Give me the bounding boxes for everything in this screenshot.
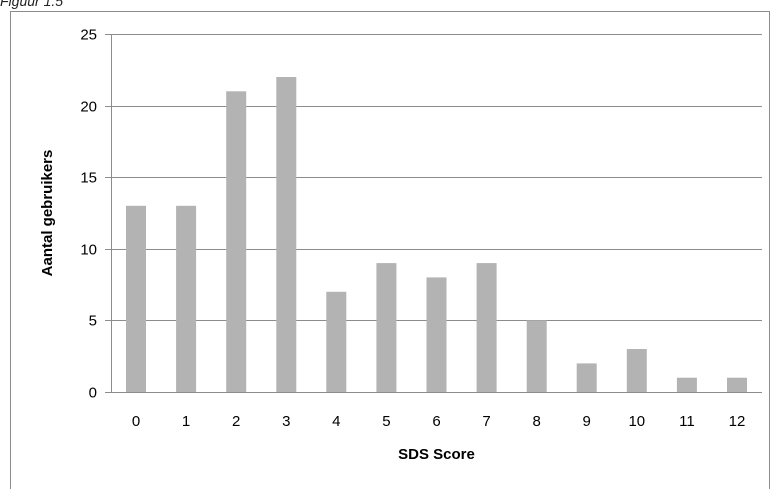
bar-6 [426, 277, 447, 392]
x-tick-label: 0 [132, 413, 140, 430]
x-tick-label: 11 [679, 413, 695, 430]
x-tick-label: 2 [232, 413, 240, 430]
bar-12 [727, 377, 747, 392]
y-tick-label: 10 [80, 242, 97, 259]
y-axis-title: Aantal gebruikers [39, 150, 56, 277]
y-tick-label: 20 [80, 99, 97, 116]
x-tick-label: 9 [583, 413, 591, 430]
bar-11 [676, 377, 697, 392]
bar-2 [226, 91, 247, 393]
x-tick-label: 8 [533, 413, 541, 430]
x-tick-label: 10 [628, 413, 645, 430]
bar-10 [626, 349, 647, 392]
x-axis-title: SDS Score [398, 446, 475, 463]
chart-frame [10, 11, 770, 489]
bar-8 [526, 320, 547, 392]
y-tick-label: 15 [80, 170, 97, 187]
x-tick-label: 3 [282, 413, 290, 430]
bar-3 [276, 77, 297, 392]
y-tick-label: 25 [80, 27, 97, 44]
bar-7 [476, 263, 497, 392]
x-tick-label: 7 [482, 413, 490, 430]
figure-caption: Figuur 1.5 [0, 0, 64, 9]
x-tick-label: 4 [332, 413, 340, 430]
gridlines [105, 34, 762, 393]
x-tick-label: 12 [729, 413, 746, 430]
y-tick-label: 0 [89, 385, 97, 402]
bar-9 [576, 363, 597, 392]
axes [111, 34, 762, 393]
x-tick-label: 6 [432, 413, 440, 430]
x-tick-label: 1 [182, 413, 190, 430]
bar-1 [176, 205, 197, 392]
bars [126, 77, 747, 393]
bar-0 [126, 205, 146, 392]
y-tick-label: 5 [89, 313, 97, 330]
x-tick-label: 5 [382, 413, 390, 430]
bar-5 [376, 263, 397, 392]
bar-4 [326, 291, 347, 392]
